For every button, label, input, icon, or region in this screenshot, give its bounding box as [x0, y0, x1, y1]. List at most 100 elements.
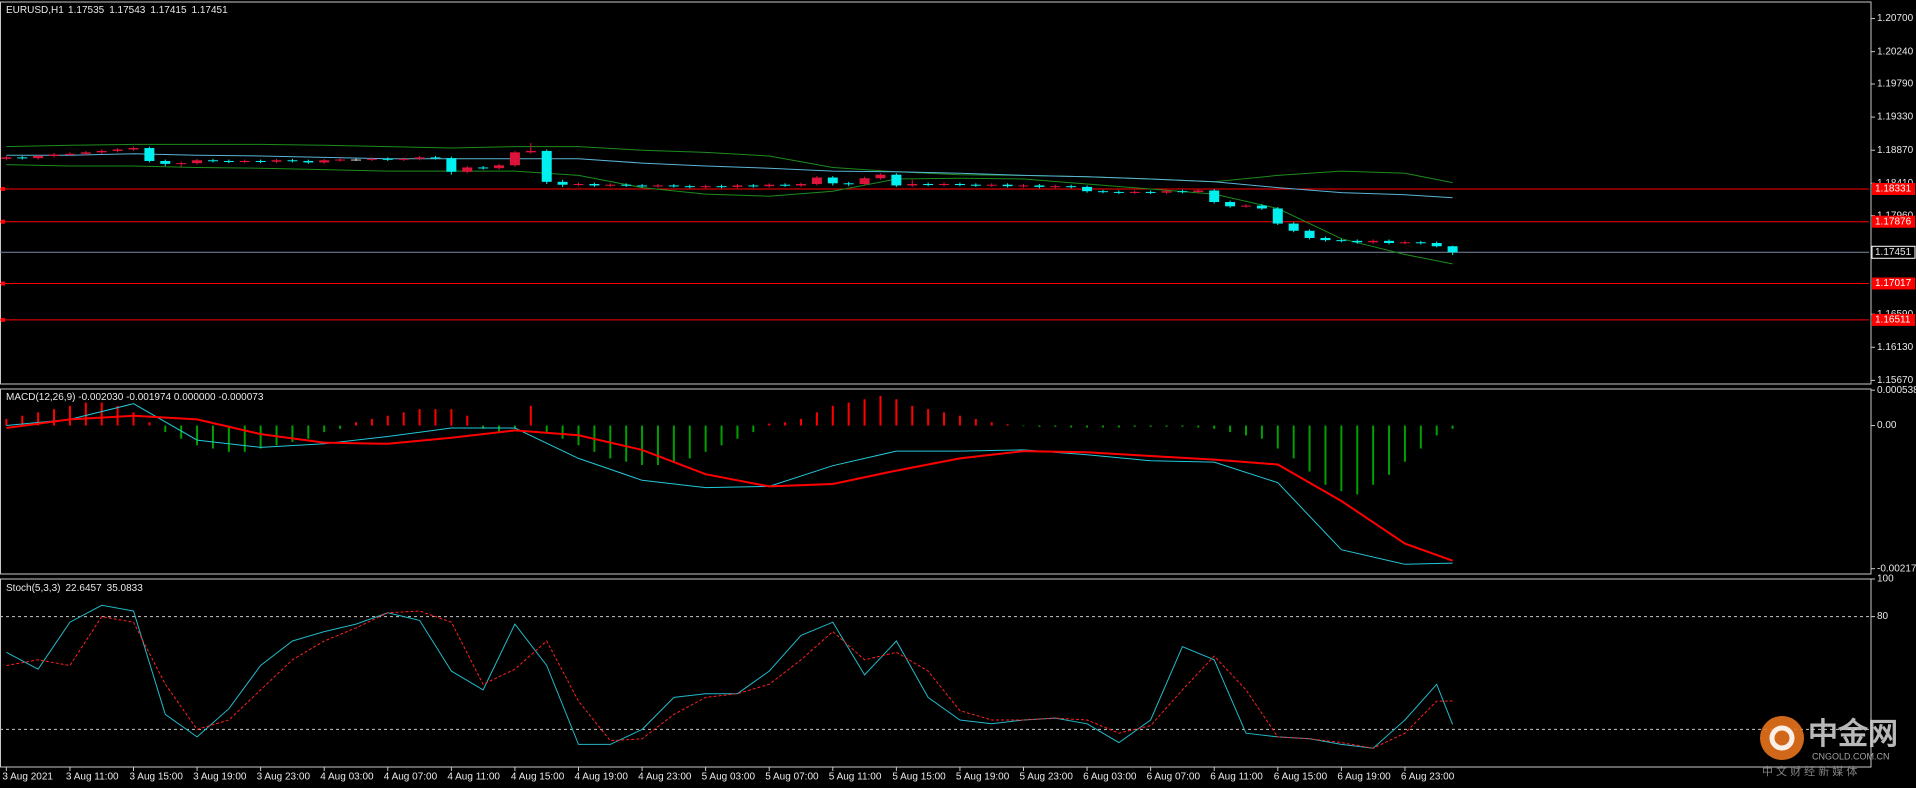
candle-body	[239, 160, 250, 162]
x-tick-label: 5 Aug 15:00	[892, 772, 946, 783]
panel-header: MACD(12,26,9) -0.002030 -0.001974 0.0000…	[6, 392, 264, 403]
candle-body	[621, 184, 632, 186]
candle-body	[335, 159, 346, 161]
candle-body	[319, 160, 330, 163]
y-tick-label: 1.19790	[1877, 79, 1914, 90]
candle-body	[478, 167, 489, 169]
level-label-box	[1872, 277, 1915, 290]
candle-body	[207, 160, 218, 162]
candle-body	[1177, 191, 1188, 193]
level-marker	[1, 186, 5, 191]
level-marker	[1, 219, 5, 224]
candle-body	[366, 158, 377, 160]
candle-body	[1034, 185, 1045, 187]
y-tick-label: 1.16130	[1877, 342, 1914, 353]
watermark-tagline: 中 文 财 经 新 媒 体	[1762, 764, 1857, 778]
panel-header: Stoch(5,3,3) 22.6457 35.0833	[6, 583, 143, 594]
x-tick-label: 4 Aug 23:00	[638, 772, 692, 783]
candle-body	[557, 181, 568, 185]
header-value: 22.6457	[65, 583, 102, 594]
candle-body	[748, 185, 759, 187]
candle-body	[811, 177, 822, 185]
x-tick-label: 6 Aug 23:00	[1401, 772, 1455, 783]
candle-body	[1336, 240, 1347, 242]
candle-body	[446, 158, 457, 172]
panel-frame	[0, 1, 1872, 385]
candle-body	[1002, 184, 1013, 187]
header-value: 1.17543	[109, 5, 146, 16]
candle-body	[827, 177, 838, 184]
panel-title: Stoch(5,3,3)	[6, 583, 60, 594]
candle-body	[1129, 191, 1140, 193]
panel-title: MACD(12,26,9) -0.002030 -0.001974 0.0000…	[6, 392, 264, 403]
watermark: 中金网 CNGOLD.COM.CN 中 文 财 经 新 媒 体	[1760, 716, 1898, 778]
candle-body	[907, 184, 918, 186]
candle-body	[128, 148, 139, 150]
header-value: 35.0833	[107, 583, 144, 594]
candle-body	[382, 158, 393, 160]
candle-body	[1113, 191, 1124, 193]
candle-body	[1, 157, 12, 159]
band-line	[6, 164, 1453, 265]
x-tick-label: 5 Aug 07:00	[765, 772, 819, 783]
candle-body	[1225, 201, 1236, 207]
candle-body	[271, 160, 282, 162]
x-tick-label: 3 Aug 19:00	[193, 772, 247, 783]
candle-body	[541, 150, 552, 182]
candle-body	[64, 153, 75, 155]
panel-title: EURUSD,H1	[6, 5, 64, 16]
candle-body	[351, 159, 361, 161]
candle-body	[716, 186, 727, 188]
x-tick-label: 4 Aug 19:00	[575, 772, 629, 783]
header-value: 1.17415	[150, 5, 187, 16]
candle-body	[33, 155, 44, 159]
candle-body	[80, 152, 91, 154]
candle-body	[891, 174, 902, 186]
candle-body	[668, 185, 679, 187]
level-marker	[1, 281, 5, 286]
candle-body	[589, 184, 600, 186]
candle-body	[573, 184, 584, 186]
candle-body	[255, 160, 266, 162]
candle-body	[303, 160, 314, 163]
level-label-box	[1872, 182, 1915, 195]
y-tick-label: 100	[1877, 574, 1894, 585]
header-value: 1.17451	[192, 5, 229, 16]
candle-body	[176, 163, 187, 165]
price-label-box	[1871, 245, 1916, 259]
candle-body	[764, 184, 775, 187]
candle-body	[637, 185, 648, 187]
candle-body	[732, 185, 743, 187]
x-tick-label: 4 Aug 11:00	[447, 772, 500, 783]
candle-body	[49, 154, 60, 156]
candle-body	[414, 157, 425, 159]
candle-body	[398, 158, 409, 160]
y-tick-label: 80	[1877, 611, 1889, 622]
panel-frame	[0, 578, 1872, 768]
x-tick-label: 4 Aug 07:00	[384, 772, 438, 783]
candle-body	[1320, 237, 1331, 241]
candle-body	[1050, 186, 1061, 188]
x-tick-label: 6 Aug 11:00	[1210, 772, 1263, 783]
x-tick-label: 4 Aug 03:00	[320, 772, 374, 783]
candle-body	[1368, 240, 1379, 243]
candle-body	[1288, 223, 1299, 231]
candle-body	[509, 152, 520, 166]
candle-body	[287, 160, 298, 162]
candle-body	[1209, 190, 1220, 202]
level-label: 1.17876	[1875, 216, 1912, 227]
candle-body	[954, 184, 965, 186]
candle-body	[160, 160, 171, 164]
candle-body	[112, 149, 123, 151]
x-tick-label: 5 Aug 23:00	[1020, 772, 1074, 783]
candle-body	[923, 184, 934, 186]
watermark-logo	[1760, 716, 1804, 760]
level-label: 1.18331	[1875, 184, 1912, 195]
candle-body	[1145, 191, 1156, 193]
candle-body	[1161, 191, 1172, 193]
indicator-line	[6, 414, 1453, 562]
candle-body	[1066, 186, 1077, 188]
x-tick-label: 5 Aug 19:00	[956, 772, 1010, 783]
